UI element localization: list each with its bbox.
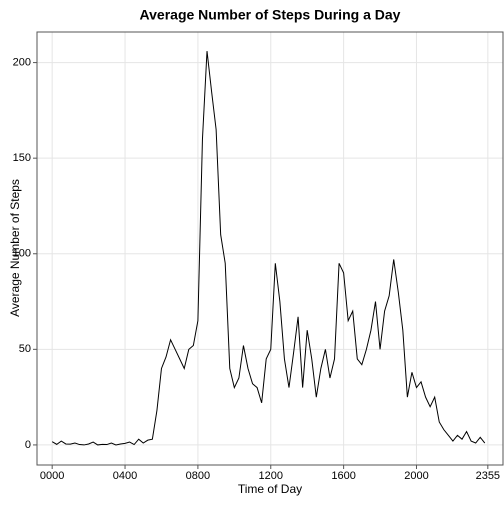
y-tick-label: 100 [13,248,31,260]
chart-title: Average Number of Steps During a Day [140,7,401,23]
x-tick-label: 0000 [40,470,64,482]
x-axis-title: Time of Day [238,482,302,496]
y-tick-label: 50 [19,343,31,355]
x-tick-label: 0800 [186,470,210,482]
y-axis-title: Average Number of Steps [8,179,22,317]
x-tick-label: 1200 [259,470,283,482]
data-line [51,51,486,446]
x-tick-label: 1600 [331,470,355,482]
y-tick-label: 150 [13,152,31,164]
x-tick-label: 2000 [404,470,428,482]
y-tick-label: 200 [13,56,31,68]
y-tick-label: 0 [25,439,31,451]
x-tick-label: 0400 [113,470,137,482]
x-tick-label: 2355 [476,470,500,482]
panel-border [36,31,504,466]
